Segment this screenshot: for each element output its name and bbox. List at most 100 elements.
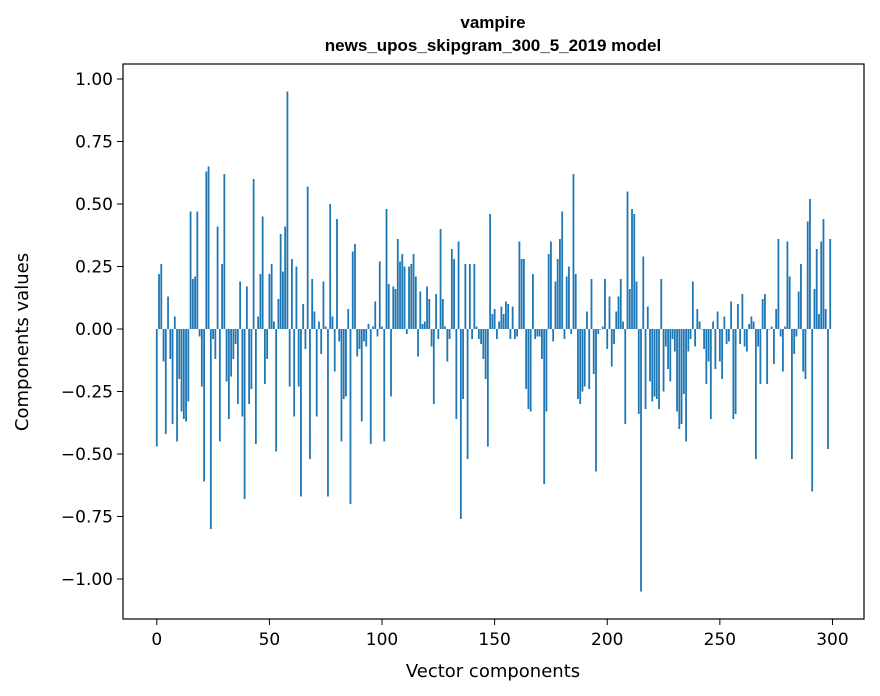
bar-56 [282,271,284,329]
bar-157 [509,329,512,339]
bar-34 [232,329,235,359]
bar-20 [200,329,203,387]
bar-162 [520,259,523,329]
bar-28 [218,329,221,442]
bar-115 [414,276,417,329]
bar-240 [696,309,699,329]
bar-184 [570,329,573,334]
bar-164 [525,329,528,389]
bar-36 [236,329,239,404]
bar-273 [770,326,773,329]
bar-252 [723,316,726,329]
bar-113 [410,264,413,329]
bar-291 [811,329,814,492]
bar-217 [644,329,647,409]
bar-158 [511,306,514,329]
y-tick-label: −1.00 [61,570,113,590]
bar-263 [748,324,751,329]
bar-289 [806,221,809,329]
bar-193 [590,279,593,329]
bar-111 [405,329,408,334]
bar-24 [209,329,212,529]
bar-60 [291,259,293,329]
bar-61 [293,329,296,417]
bar-173 [545,329,548,412]
bar-99 [378,261,381,329]
bar-192 [588,329,591,389]
bar-127 [441,299,444,329]
bar-25 [212,329,214,339]
bar-64 [300,329,302,497]
bar-236 [687,329,690,352]
bar-87 [351,251,354,329]
bar-136 [462,329,464,399]
bar-18 [196,211,199,329]
x-tick-label: 300 [816,630,848,650]
bar-160 [516,329,519,337]
bar-259 [739,329,742,344]
bar-214 [637,329,640,414]
bar-191 [586,311,588,329]
bar-196 [597,329,600,334]
bar-185 [572,174,575,329]
bar-0 [155,329,158,447]
bar-48 [263,329,266,384]
bar-260 [741,294,744,329]
bar-176 [552,329,555,342]
bar-174 [547,254,550,329]
bar-180 [561,211,564,329]
bar-265 [752,321,755,329]
bar-138 [466,329,469,459]
bar-105 [392,286,395,329]
bar-248 [714,329,717,369]
bar-75 [324,326,327,329]
bar-79 [333,329,336,372]
bar-35 [234,329,237,344]
bar-137 [464,264,467,329]
bar-50 [268,274,271,329]
bar-276 [777,239,780,329]
bar-188 [579,329,582,404]
bar-96 [372,326,374,329]
bar-233 [680,329,683,424]
bar-226 [664,329,667,347]
bar-114 [412,254,415,329]
bar-261 [743,329,746,347]
bar-124 [435,294,437,329]
bar-151 [495,329,498,339]
bar-98 [376,329,379,337]
bar-134 [457,241,460,329]
bar-219 [649,329,651,382]
bar-178 [556,259,559,329]
bar-220 [651,329,654,402]
bar-26 [214,329,217,359]
bar-43 [252,179,255,329]
bar-212 [633,214,636,329]
bar-128 [444,326,446,329]
bar-5 [167,296,169,329]
bar-294 [818,314,820,329]
bar-39 [243,329,246,499]
bar-125 [437,329,440,339]
bar-177 [554,281,557,329]
bar-242 [700,329,703,330]
bar-3 [162,329,165,362]
bar-59 [288,329,291,387]
bar-121 [428,299,431,329]
bar-211 [631,209,633,329]
bar-32 [227,329,230,419]
bar-297 [824,309,827,329]
bar-144 [480,329,483,344]
bar-280 [786,241,789,329]
bar-21 [203,329,205,482]
x-axis-label: Vector components [406,661,580,682]
bar-258 [736,304,739,329]
bar-129 [446,329,449,362]
bar-278 [782,329,784,372]
bar-293 [815,249,818,329]
bar-16 [191,279,194,329]
bar-86 [349,329,352,504]
bar-42 [250,329,253,389]
bar-270 [764,294,766,329]
